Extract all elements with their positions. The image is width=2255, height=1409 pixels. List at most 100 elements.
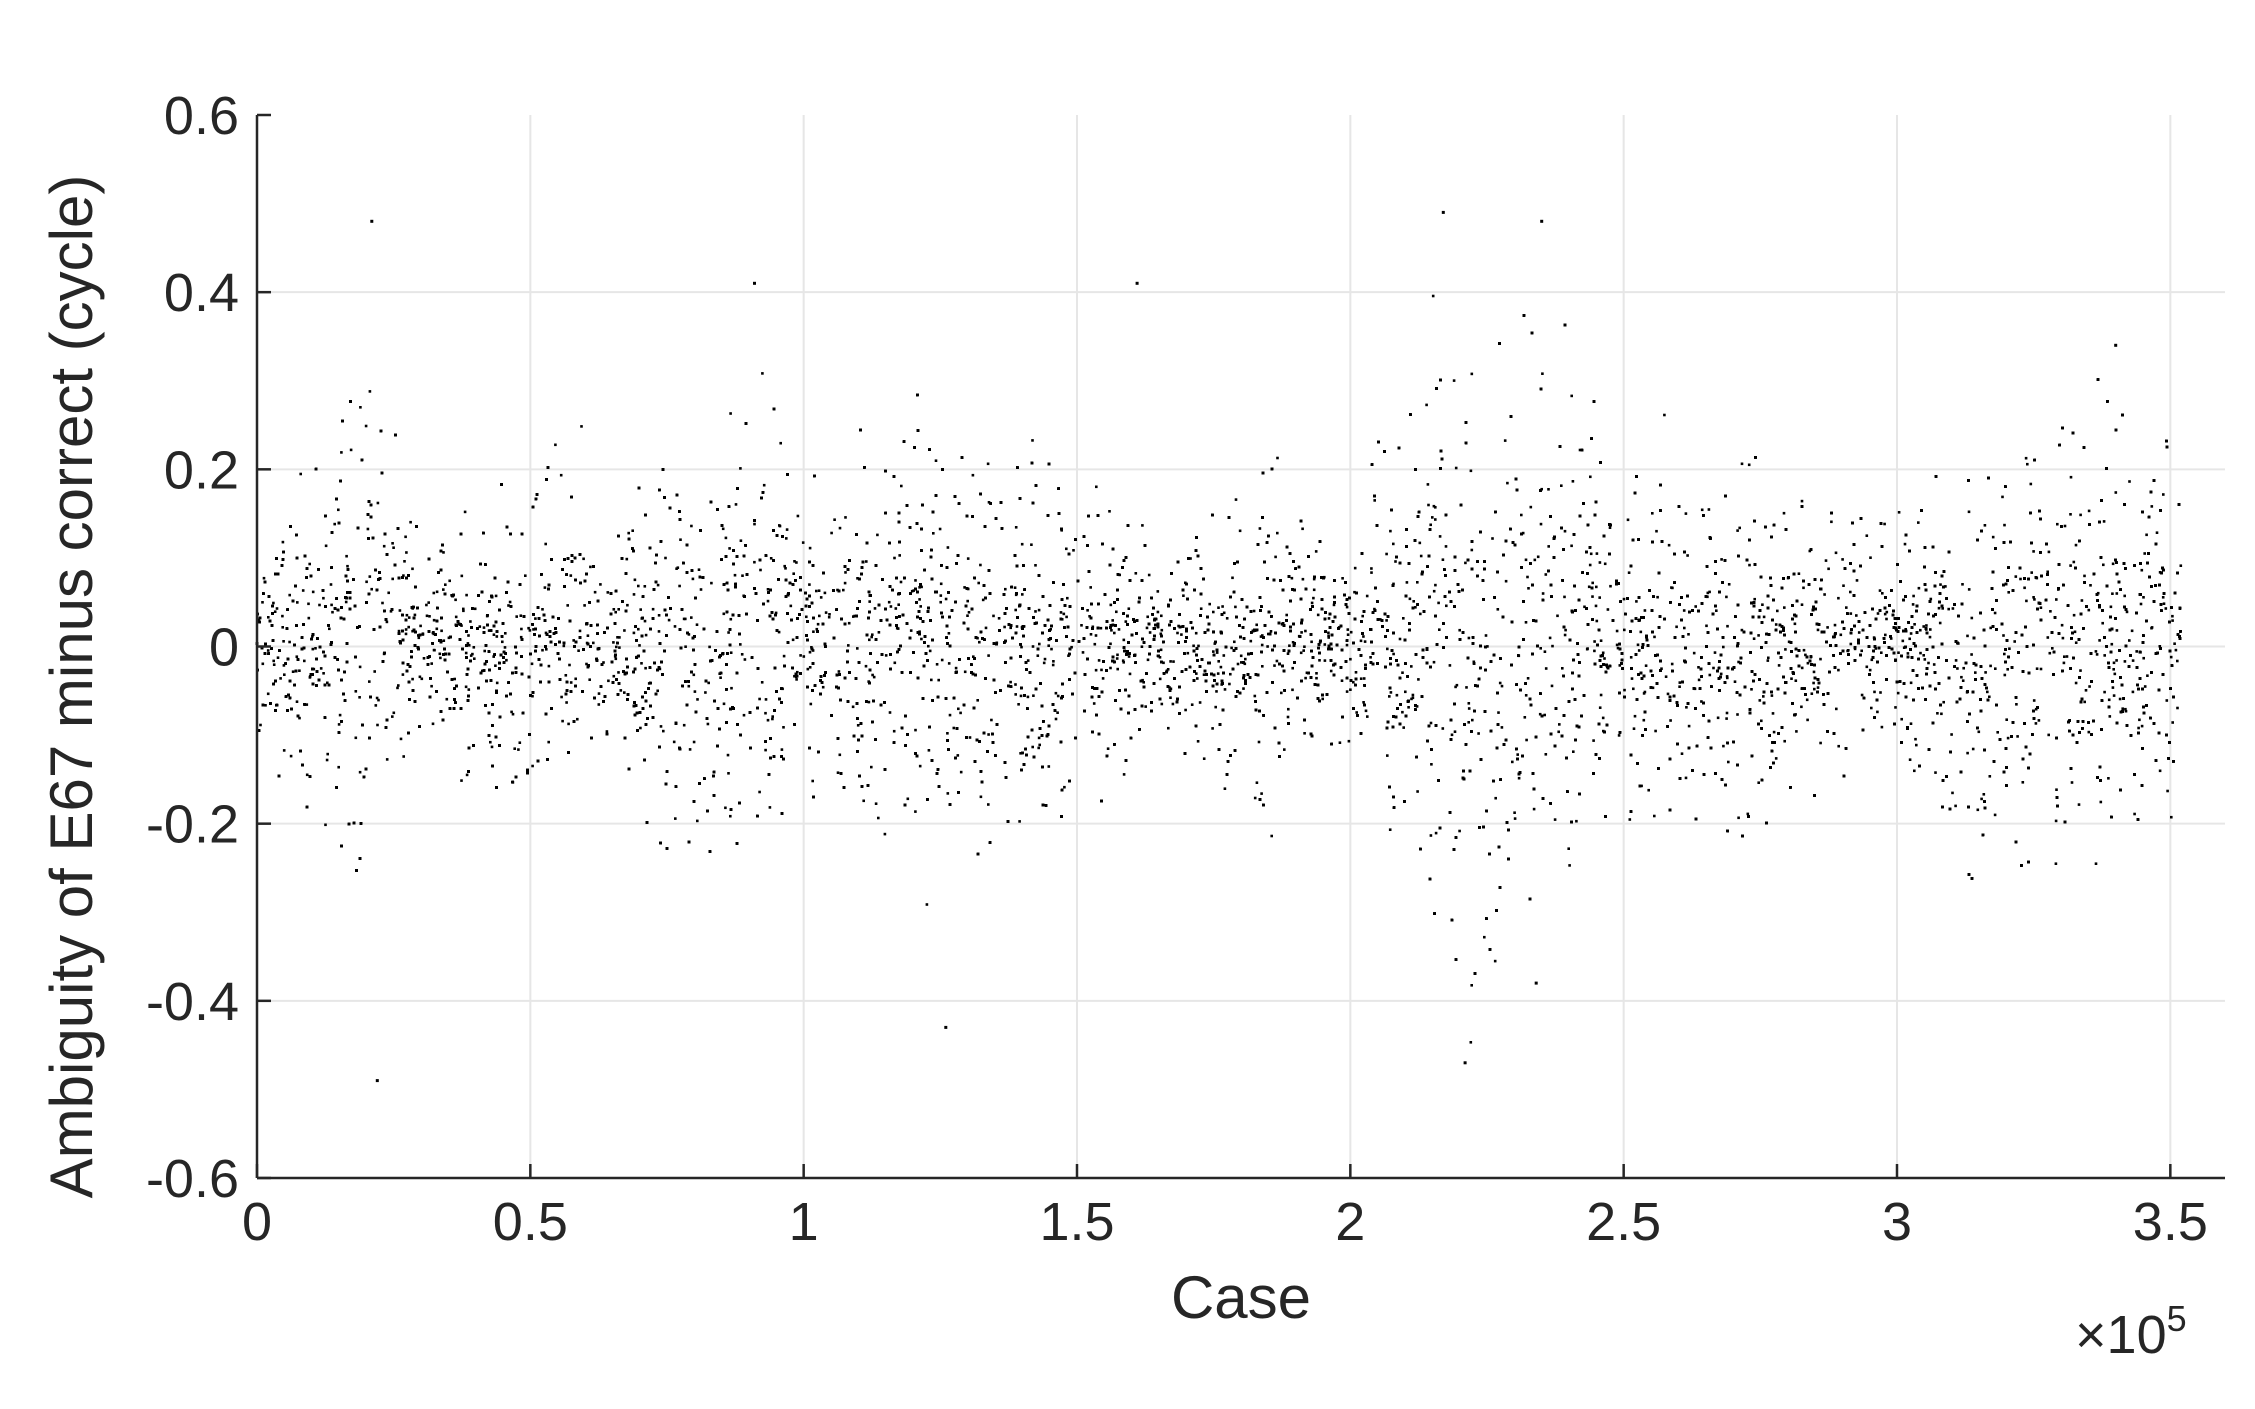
data-point <box>1602 652 1605 655</box>
data-point <box>1034 610 1037 613</box>
data-point <box>1596 620 1599 623</box>
data-point <box>1806 699 1809 702</box>
data-point <box>263 577 266 580</box>
data-point <box>1128 655 1131 658</box>
data-point <box>1685 777 1688 780</box>
data-point <box>1933 663 1936 666</box>
data-point <box>1231 577 1234 580</box>
data-point <box>1089 586 1092 589</box>
data-point <box>957 754 960 757</box>
data-point <box>786 528 789 531</box>
data-point <box>1406 581 1409 584</box>
data-point <box>392 546 395 549</box>
data-point <box>1881 592 1884 595</box>
data-point <box>2049 652 2052 655</box>
data-point <box>1235 498 1238 501</box>
data-point <box>1396 694 1399 697</box>
data-point <box>1123 773 1126 776</box>
data-point <box>1873 691 1876 694</box>
data-point <box>2030 571 2033 574</box>
data-point <box>1392 653 1395 656</box>
data-point <box>406 614 409 617</box>
data-point <box>1341 679 1344 682</box>
data-point <box>2140 603 2143 606</box>
data-point <box>2142 657 2145 660</box>
data-point <box>1506 482 1509 485</box>
data-point <box>960 771 963 774</box>
data-point <box>729 412 732 415</box>
data-point <box>325 545 328 548</box>
data-point <box>1055 692 1058 695</box>
data-point <box>2088 510 2091 513</box>
data-point <box>1881 726 1884 729</box>
data-point <box>1960 676 1963 679</box>
data-point <box>303 660 306 663</box>
data-point <box>1910 682 1913 685</box>
data-point <box>1618 734 1621 737</box>
data-point <box>1653 815 1656 818</box>
data-point <box>763 484 766 487</box>
data-point <box>1989 665 1992 668</box>
data-point <box>1031 746 1034 749</box>
data-point <box>811 780 814 783</box>
data-point <box>1694 605 1697 608</box>
data-point <box>1524 716 1527 719</box>
data-point <box>1554 818 1557 821</box>
data-point <box>1080 624 1083 627</box>
data-point <box>1254 797 1257 800</box>
data-point <box>433 649 436 652</box>
data-point <box>1939 583 1942 586</box>
data-point <box>2089 584 2092 587</box>
data-point <box>959 712 962 715</box>
data-point <box>911 590 914 593</box>
data-point <box>822 686 825 689</box>
data-point <box>1763 616 1766 619</box>
data-point <box>2095 650 2098 653</box>
data-point <box>645 634 648 637</box>
data-point <box>474 608 477 611</box>
data-point <box>1817 686 1820 689</box>
data-point <box>331 611 334 614</box>
data-point <box>1242 687 1245 690</box>
data-point <box>368 680 371 683</box>
data-point <box>1128 607 1131 610</box>
data-point <box>391 715 394 718</box>
data-point <box>338 723 341 726</box>
data-point <box>1217 660 1220 663</box>
data-point <box>1632 688 1635 691</box>
data-point <box>1027 696 1030 699</box>
data-point <box>1116 654 1119 657</box>
data-point <box>1544 650 1547 653</box>
data-point <box>1941 607 1944 610</box>
data-point <box>708 646 711 649</box>
data-point <box>2116 629 2119 632</box>
data-point <box>1043 662 1046 665</box>
data-point <box>1032 694 1035 697</box>
data-point <box>1748 464 1751 467</box>
data-point <box>579 630 582 633</box>
data-point <box>312 648 315 651</box>
data-point <box>519 741 522 744</box>
data-point <box>1184 709 1187 712</box>
data-point <box>1526 576 1529 579</box>
data-point <box>1063 613 1066 616</box>
data-point <box>980 796 983 799</box>
data-point <box>491 746 494 749</box>
data-point <box>2103 691 2106 694</box>
data-point <box>479 625 482 628</box>
data-point <box>1176 632 1179 635</box>
data-point <box>1161 629 1164 632</box>
data-point <box>430 662 433 665</box>
data-point <box>512 713 515 716</box>
data-point <box>693 741 696 744</box>
data-point <box>1736 713 1739 716</box>
data-point <box>808 583 811 586</box>
data-point <box>1671 663 1674 666</box>
data-point <box>1055 718 1058 721</box>
data-point <box>968 611 971 614</box>
data-point <box>1885 618 1888 621</box>
data-point <box>812 630 815 633</box>
data-point <box>1856 579 1859 582</box>
data-point <box>644 620 647 623</box>
data-point <box>428 615 431 618</box>
